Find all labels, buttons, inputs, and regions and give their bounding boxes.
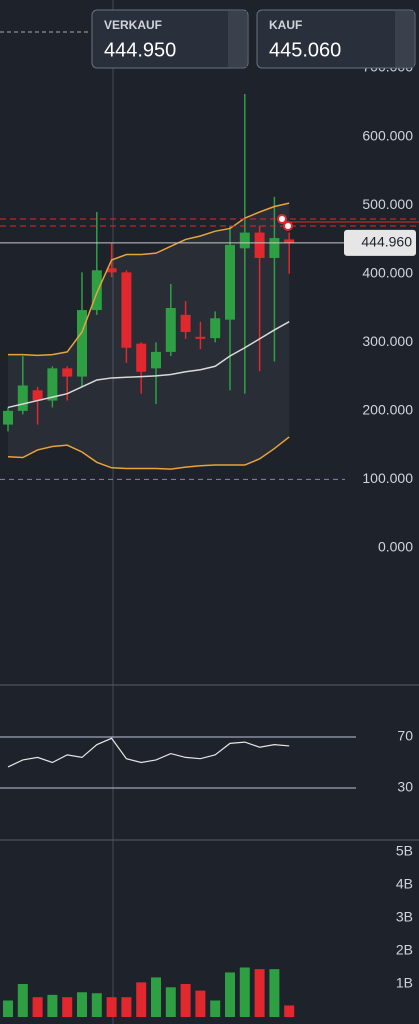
candle-body <box>269 238 280 258</box>
candle-body <box>106 268 117 273</box>
volume-bar <box>121 997 132 1017</box>
y-tick-label: 100.000 <box>362 470 413 486</box>
rsi-line <box>7 737 290 768</box>
candle-body <box>225 244 235 320</box>
y-tick-label: 1B <box>396 975 413 991</box>
y-tick-label: 400.000 <box>362 264 413 280</box>
volume-bar <box>239 967 250 1017</box>
band-fill <box>8 203 290 470</box>
buy-label: KAUF <box>269 18 302 32</box>
y-tick-label: 300.000 <box>362 333 413 349</box>
last-price-label: 444.960 <box>361 234 412 250</box>
candle-body <box>32 390 43 401</box>
volume-bar <box>106 997 117 1017</box>
y-tick-label: 2B <box>396 942 413 958</box>
candle-body <box>136 343 147 372</box>
volume-bar <box>284 1005 295 1017</box>
candle-body <box>3 410 13 425</box>
volume-bar <box>17 984 28 1017</box>
volume-bar <box>3 1000 13 1017</box>
y-tick-label: 600.000 <box>362 127 413 143</box>
volume-bar <box>254 969 265 1017</box>
indicator-line <box>7 321 290 409</box>
volume-bar <box>62 997 73 1017</box>
y-tick-label: 0.000 <box>378 539 413 555</box>
buy-price: 445.060 <box>269 39 341 61</box>
indicator-line <box>8 202 290 357</box>
volume-bar <box>77 992 87 1017</box>
volume-bar <box>165 987 176 1017</box>
y-tick-label: 500.000 <box>362 196 413 212</box>
volume-bar <box>269 969 280 1017</box>
last-price-box <box>344 229 416 256</box>
candle-body <box>151 351 161 369</box>
candle-body <box>165 308 176 352</box>
volume-bar <box>136 982 147 1017</box>
order-marker <box>283 221 293 231</box>
candle-body <box>254 232 265 258</box>
candle-body <box>62 368 73 377</box>
y-tick-label: 4B <box>396 876 413 892</box>
indicator-line <box>7 436 290 470</box>
sell-price: 444.950 <box>104 39 176 61</box>
y-tick-label: 30 <box>397 779 413 795</box>
candle-body <box>180 314 191 332</box>
candle-body <box>210 318 221 339</box>
volume-bar <box>225 972 235 1017</box>
candle-body <box>239 232 250 249</box>
volume-bar <box>91 993 102 1017</box>
volume-bar <box>195 990 206 1017</box>
candle-body <box>17 385 28 411</box>
volume-bar <box>180 984 191 1017</box>
buy-button[interactable]: KAUF 445.060 <box>256 9 416 69</box>
volume-bar <box>151 977 161 1017</box>
candle-body <box>91 270 102 311</box>
volume-bar <box>210 1000 221 1017</box>
candle-body <box>195 336 206 339</box>
volume-bar <box>47 994 58 1017</box>
y-tick-label: 70 <box>397 728 413 744</box>
sell-label: VERKAUF <box>104 18 162 32</box>
y-tick-label: 5B <box>396 843 413 859</box>
candle-body <box>77 310 87 377</box>
sell-button[interactable]: VERKAUF 444.950 <box>91 9 249 69</box>
order-marker <box>277 214 287 224</box>
volume-bar <box>32 997 43 1017</box>
candle-body <box>284 239 295 243</box>
candle-body <box>47 368 58 401</box>
candle-body <box>121 272 132 348</box>
y-tick-label: 3B <box>396 909 413 925</box>
y-tick-label: 200.000 <box>362 402 413 418</box>
